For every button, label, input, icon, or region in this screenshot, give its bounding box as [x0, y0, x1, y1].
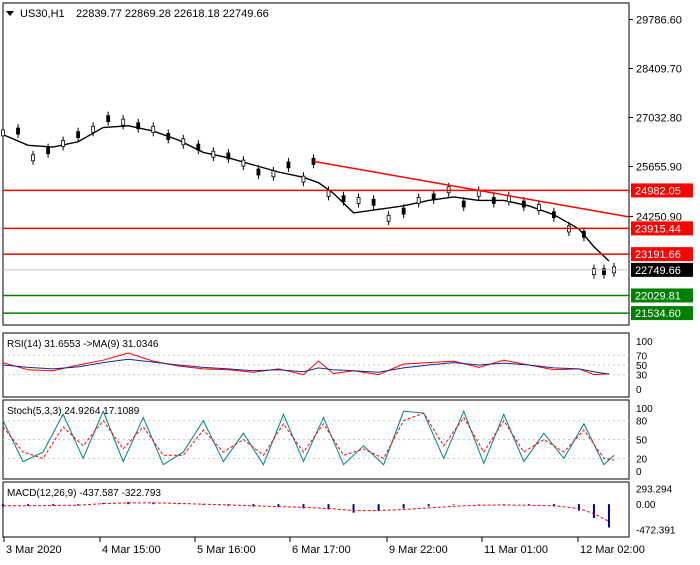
- symbol-label: US30,H1: [20, 8, 65, 20]
- x-tick-label: 11 Mar 01:00: [484, 544, 548, 556]
- candle-body: [182, 139, 185, 145]
- candle-body: [552, 212, 555, 218]
- stoch-y-tick-label: 100: [636, 404, 653, 415]
- candle-body: [432, 194, 435, 200]
- macd-y-tick-label: 293.294: [636, 485, 673, 496]
- candle-body: [32, 155, 35, 161]
- macd-histogram-bar: [403, 504, 405, 508]
- macd-histogram-bar: [593, 504, 595, 518]
- macd-histogram-bar: [428, 504, 430, 506]
- candle-body: [272, 171, 275, 177]
- stoch-y-tick-label: 50: [636, 436, 648, 447]
- level-price-label: 21534.60: [635, 308, 681, 320]
- macd-label: MACD(12,26,9) -437.587 -322.793: [7, 488, 161, 499]
- rsi-y-tick-label: 30: [636, 371, 648, 382]
- x-tick-label: 9 Mar 22:00: [389, 544, 448, 556]
- rsi-y-tick-label: 100: [636, 337, 653, 348]
- price-panel-frame: [3, 3, 629, 325]
- candle-body: [492, 197, 495, 203]
- macd-histogram-bar: [378, 504, 380, 510]
- candle-body: [212, 151, 215, 157]
- x-tick-label: 5 Mar 16:00: [197, 544, 256, 556]
- ohlc-readout: 22839.77 22869.28 22618.18 22749.66: [76, 8, 269, 20]
- stoch-y-tick-label: 80: [636, 417, 648, 428]
- macd-histogram-bar: [578, 504, 580, 510]
- x-tick-label: 6 Mar 17:00: [292, 544, 351, 556]
- candle-body: [257, 169, 260, 175]
- candle-body: [522, 201, 525, 207]
- macd-histogram-bar: [353, 504, 355, 513]
- price-y-tick-label: 28409.70: [636, 63, 682, 75]
- level-price-label: 24982.05: [635, 185, 681, 197]
- candle-body: [92, 126, 95, 132]
- candle-body: [537, 205, 540, 211]
- macd-y-tick-label: 0.00: [636, 500, 656, 511]
- candle-body: [327, 190, 330, 196]
- candle-body: [47, 148, 50, 154]
- stoch-y-tick-label: 20: [636, 454, 648, 465]
- price-y-tick-label: 29786.60: [636, 14, 682, 26]
- stoch-label: Stoch(5,3,3) 24.9264 17.1089: [7, 406, 140, 417]
- candle-body: [107, 116, 110, 122]
- candle-body: [357, 197, 360, 203]
- current-price-label: 22749.66: [635, 265, 681, 277]
- candle-body: [417, 197, 420, 203]
- rsi-y-tick-label: 0: [636, 385, 642, 396]
- x-axis: 3 Mar 2020 4 Mar 15:00 5 Mar 16:00 6 Mar 17…: [4, 537, 645, 556]
- stoch-y-tick-label: 0: [636, 467, 642, 478]
- x-tick-label: 12 Mar 02:00: [580, 544, 645, 556]
- macd-histogram-bar: [608, 504, 610, 527]
- macd-histogram-bar: [453, 504, 455, 505]
- candle-body: [342, 196, 345, 202]
- candle-body: [152, 126, 155, 132]
- candle-body: [122, 119, 125, 125]
- x-tick-label: 3 Mar 2020: [6, 544, 62, 556]
- x-tick-label: 4 Mar 15:00: [102, 544, 161, 556]
- price-y-tick-label: 25655.90: [636, 161, 682, 173]
- macd-y-tick-label: -472.391: [636, 525, 676, 536]
- candle-body: [287, 162, 290, 168]
- candle-body: [17, 128, 20, 134]
- candle-body: [77, 132, 80, 138]
- candle-body: [387, 215, 390, 221]
- candle-body: [227, 153, 230, 159]
- candle-body: [302, 176, 305, 182]
- candle-body: [62, 141, 65, 147]
- candle-body: [2, 130, 5, 136]
- rsi-label: RSI(14) 31.6553 ->MA(9) 31.0346: [7, 339, 159, 350]
- level-price-label: 23191.66: [635, 249, 681, 261]
- candle-body: [167, 133, 170, 139]
- level-price-label: 23915.44: [635, 223, 681, 235]
- candle-body: [402, 208, 405, 214]
- candle-body: [582, 231, 585, 237]
- level-price-label: 22029.81: [635, 290, 681, 302]
- candle-body: [372, 199, 375, 205]
- candle-body: [462, 201, 465, 207]
- candle-body: [197, 144, 200, 150]
- candle-body: [242, 160, 245, 166]
- price-y-tick-label: 27032.80: [636, 112, 682, 124]
- candle-body: [137, 123, 140, 129]
